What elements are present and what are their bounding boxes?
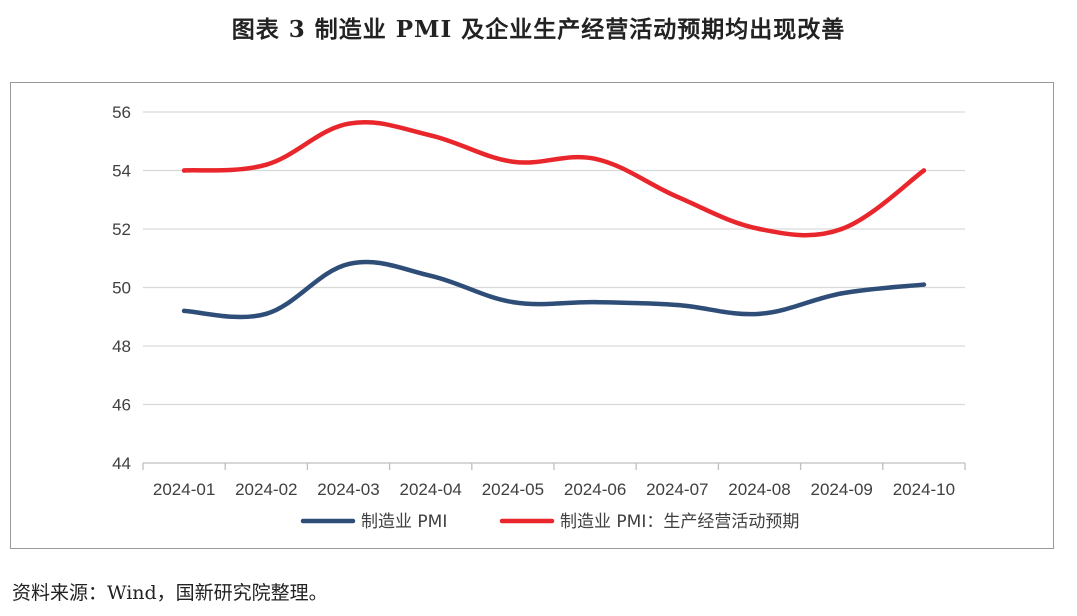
x-tick-label-2024-09: 2024-09 xyxy=(811,480,873,499)
series-0-point-2024-05 xyxy=(510,299,516,305)
legend-label-0: 制造业 PMI xyxy=(361,512,447,532)
x-tick-label-2024-08: 2024-08 xyxy=(728,480,790,499)
series-0-point-2024-09 xyxy=(839,291,844,296)
line-chart: 44 46 48 50 52 54 56 2024-01 2024-02 2024-03 2024-… xyxy=(112,103,966,532)
x-tick-label-2024-10: 2024-10 xyxy=(893,480,955,499)
series-0-point-2024-06 xyxy=(592,299,598,305)
y-tick-label-46: 46 xyxy=(112,396,131,415)
series-0-point-2024-08 xyxy=(757,311,762,317)
series-1-point-2024-06 xyxy=(592,156,598,161)
series-1-point-2024-03 xyxy=(346,121,351,126)
x-tick-label-2024-03: 2024-03 xyxy=(317,480,379,499)
series-0-point-2024-03 xyxy=(346,261,351,267)
y-tick-label-52: 52 xyxy=(112,220,131,239)
figure-title: 图表 3 制造业 PMI 及企业生产经营活动预期均出现改善 xyxy=(231,16,846,43)
x-tick-label-2024-01: 2024-01 xyxy=(153,480,215,499)
series-0-point-2024-01 xyxy=(181,308,187,314)
series-1-point-2024-08 xyxy=(757,226,762,232)
y-tick-label-50: 50 xyxy=(112,279,131,298)
y-tick-label-54: 54 xyxy=(112,162,131,181)
series-1-point-2024-02 xyxy=(264,162,269,167)
series-0-point-2024-10 xyxy=(921,282,927,287)
series-1-point-2024-01 xyxy=(181,168,187,173)
x-tick-label-2024-05: 2024-05 xyxy=(482,480,544,499)
legend-label-1: 制造业 PMI：生产经营活动预期 xyxy=(560,512,799,532)
y-tick-label-56: 56 xyxy=(112,103,131,122)
series-0-point-2024-07 xyxy=(675,302,680,308)
y-tick-label-48: 48 xyxy=(112,337,131,356)
series-0-point-2024-04 xyxy=(428,273,433,278)
y-tick-label-44: 44 xyxy=(112,454,131,473)
series-1-point-2024-09 xyxy=(839,226,844,232)
series-1-point-2024-04 xyxy=(428,133,433,138)
series-0-point-2024-02 xyxy=(264,311,269,317)
x-tick-label-2024-02: 2024-02 xyxy=(235,480,297,499)
x-tick-label-2024-07: 2024-07 xyxy=(646,480,708,499)
x-tick-label-2024-06: 2024-06 xyxy=(564,480,626,499)
series-line-0 xyxy=(181,259,927,320)
x-tick-label-2024-04: 2024-04 xyxy=(400,480,462,499)
series-line-1 xyxy=(181,119,927,238)
series-1-point-2024-10 xyxy=(921,168,927,173)
chart-frame: 44 46 48 50 52 54 56 2024-01 2024-02 2024-03 2024-… xyxy=(10,82,1054,549)
source-note: 资料来源：Wind，国新研究院整理。 xyxy=(12,582,328,604)
series-1-point-2024-07 xyxy=(675,194,680,200)
series-1-point-2024-05 xyxy=(510,159,516,164)
